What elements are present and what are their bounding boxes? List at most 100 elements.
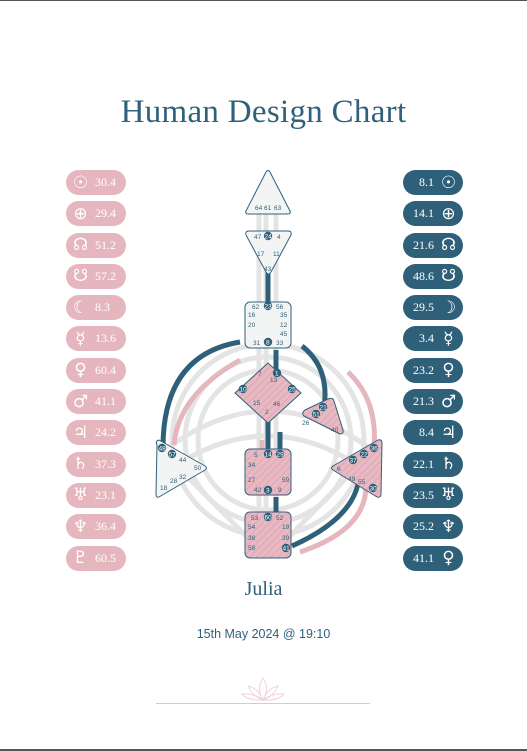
page-border-bottom xyxy=(0,749,527,751)
mars-icon: ♂ xyxy=(440,391,457,412)
spleen-center: 48 57 44 50 32 28 18 xyxy=(155,439,207,498)
personality-sun-pill: 8.1 ☉ xyxy=(403,170,463,195)
lotus-logo-icon xyxy=(240,677,286,701)
design-neptune-value: 36.4 xyxy=(95,519,116,534)
south-node-icon: ☋ xyxy=(72,266,89,287)
venus-icon: ♀ xyxy=(74,360,87,381)
gate-37: 37 xyxy=(350,458,358,465)
gate-29: 29 xyxy=(277,452,285,459)
design-venus-value: 60.4 xyxy=(95,362,116,377)
design-planet-column: ☉ 30.4 ⊕ 29.4 ☊ 51.2 ☋ 57.2 ☾ 8.3 ☿ 13.6 ♀ 60.4… xyxy=(66,170,126,577)
gate-4: 4 xyxy=(277,234,281,241)
gate-28: 28 xyxy=(170,478,178,485)
saturn-icon: ♄ xyxy=(440,454,457,475)
gate-55: 55 xyxy=(358,479,366,486)
mars-icon: ♂ xyxy=(72,391,89,412)
design-earth-value: 29.4 xyxy=(95,206,116,221)
gate-12: 12 xyxy=(280,322,288,329)
personality-planet-column: 8.1 ☉ 14.1 ⊕ 21.6 ☊ 48.6 ☋ 29.5 ☽ 3.4 ☿ 23.2 ♀ … xyxy=(403,170,463,577)
design-moon-pill: ☾ 8.3 xyxy=(66,295,126,321)
personality-neptune-value: 25.2 xyxy=(413,519,434,534)
bodygraph: 64 61 63 47 24 4 17 11 43 62 23 56 16 35… xyxy=(155,170,383,559)
personality-pluto-value: 41.1 xyxy=(413,550,434,565)
venus-icon: ♀ xyxy=(442,360,455,381)
gate-32: 32 xyxy=(179,474,187,481)
gate-6: 6 xyxy=(337,466,341,473)
personality-south-node-pill: 48.6 ☋ xyxy=(403,263,463,289)
gate-17: 17 xyxy=(257,251,265,258)
gate-3: 3 xyxy=(266,488,270,495)
design-sun-pill: ☉ 30.4 xyxy=(66,170,126,195)
gate-10: 10 xyxy=(240,387,248,394)
gate-14: 14 xyxy=(265,452,273,459)
gate-18: 18 xyxy=(160,485,168,492)
chart-owner-name: Julia xyxy=(244,578,283,600)
gate-23: 23 xyxy=(265,304,273,311)
gate-43: 43 xyxy=(264,266,272,273)
gate-36: 36 xyxy=(371,446,379,453)
north-node-icon: ☊ xyxy=(440,235,457,256)
gate-53: 53 xyxy=(251,515,259,522)
design-pluto-pill: ♇ 60.5 xyxy=(66,545,126,571)
gate-22: 22 xyxy=(361,452,369,459)
gate-41: 41 xyxy=(283,546,291,553)
north-node-icon: ☊ xyxy=(72,235,89,256)
jupiter-icon: ♃ xyxy=(72,422,89,443)
gate-51: 51 xyxy=(313,412,321,419)
personality-sun-value: 8.1 xyxy=(419,175,434,189)
gate-42: 42 xyxy=(254,487,262,494)
page-border-top xyxy=(0,0,527,1)
gate-35: 35 xyxy=(280,312,288,319)
birth-datetime: 15th May 2024 @ 19:10 xyxy=(196,627,331,641)
sun-icon: ☉ xyxy=(440,172,457,193)
gate-1: 1 xyxy=(275,371,279,378)
personality-mars-value: 21.3 xyxy=(413,394,434,409)
gate-59: 59 xyxy=(282,477,290,484)
heart-center: 21 51 26 40 xyxy=(302,397,344,435)
design-south-node-pill: ☋ 57.2 xyxy=(66,263,126,289)
personality-pluto-pill: 41.1 ♀ xyxy=(403,545,463,571)
gate-31: 31 xyxy=(253,340,261,347)
uranus-icon: ♅ xyxy=(440,485,457,506)
gate-20: 20 xyxy=(248,322,256,329)
gate-45: 45 xyxy=(280,331,288,338)
gate-13: 13 xyxy=(270,377,278,384)
personality-venus-value: 23.2 xyxy=(413,362,434,377)
design-saturn-value: 37.3 xyxy=(95,456,116,471)
mercury-icon: ☿ xyxy=(443,328,454,349)
gate-50: 50 xyxy=(194,465,202,472)
gate-38: 38 xyxy=(248,535,256,542)
gate-64: 64 xyxy=(255,205,263,212)
neptune-icon: ♆ xyxy=(72,516,89,537)
design-north-node-value: 51.2 xyxy=(95,237,116,252)
gate-19: 19 xyxy=(282,524,290,531)
design-uranus-value: 23.1 xyxy=(95,487,116,502)
gate-30: 30 xyxy=(370,486,378,493)
design-south-node-value: 57.2 xyxy=(95,268,116,283)
design-venus-pill: ♀ 60.4 xyxy=(66,357,126,383)
gate-5: 5 xyxy=(254,452,258,459)
neptune-icon: ♆ xyxy=(440,516,457,537)
design-jupiter-pill: ♃ 24.2 xyxy=(66,420,126,446)
gate-8: 8 xyxy=(266,340,270,347)
gate-39: 39 xyxy=(282,535,290,542)
design-mars-pill: ♂ 41.1 xyxy=(66,389,126,415)
throat-center: 62 23 56 16 35 20 12 45 31 8 33 xyxy=(244,301,292,349)
pluto-icon: ♀ xyxy=(442,548,455,569)
personality-earth-pill: 14.1 ⊕ xyxy=(403,201,463,227)
solar-plexus-center: 36 22 37 6 49 55 30 xyxy=(331,439,383,498)
design-neptune-pill: ♆ 36.4 xyxy=(66,514,126,540)
personality-saturn-pill: 22.1 ♄ xyxy=(403,451,463,477)
moon-icon: ☽ xyxy=(440,297,457,318)
gate-61: 61 xyxy=(264,205,272,212)
personality-earth-value: 14.1 xyxy=(413,206,434,221)
design-north-node-pill: ☊ 51.2 xyxy=(66,232,126,258)
personality-jupiter-pill: 8.4 ♃ xyxy=(403,420,463,446)
personality-saturn-value: 22.1 xyxy=(413,456,434,471)
personality-mercury-pill: 3.4 ☿ xyxy=(403,326,463,352)
design-mercury-pill: ☿ 13.6 xyxy=(66,326,126,352)
personality-mars-pill: 21.3 ♂ xyxy=(403,389,463,415)
design-sun-value: 30.4 xyxy=(95,175,116,189)
gate-21: 21 xyxy=(320,405,328,412)
gate-25: 25 xyxy=(289,387,297,394)
